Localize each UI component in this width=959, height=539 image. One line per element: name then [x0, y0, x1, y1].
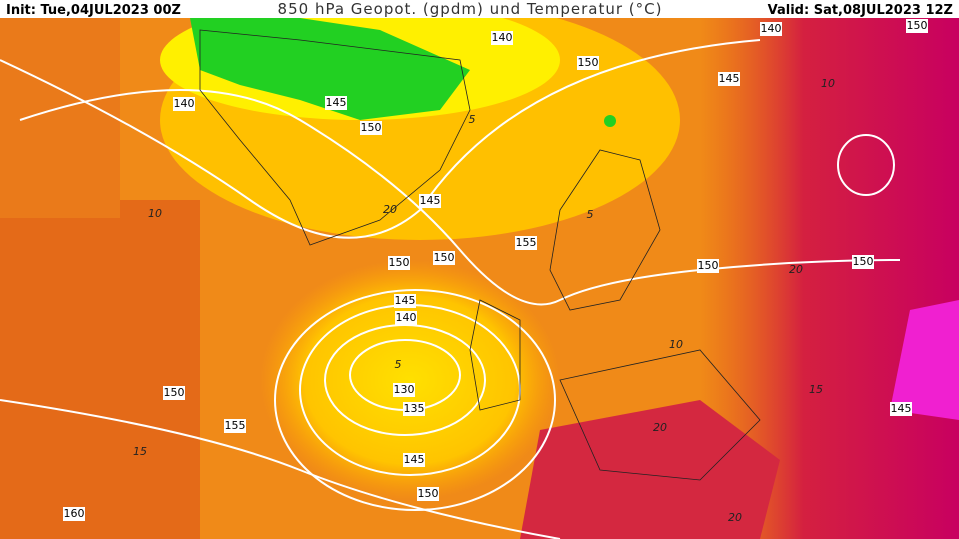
- label-box: [491, 31, 513, 45]
- geopotential-label: 150: [389, 256, 410, 269]
- geopotential-label: 160: [64, 507, 85, 520]
- geopotential-label: 140: [396, 311, 417, 324]
- geopotential-label: 155: [225, 419, 246, 432]
- label-box: [163, 386, 185, 400]
- temperature-label: 20: [383, 203, 397, 216]
- geopotential-label: 150: [434, 251, 455, 264]
- geopotential-label: 150: [853, 255, 874, 268]
- coastlines: [199, 29, 761, 481]
- geopotential-label: 155: [516, 236, 537, 249]
- temperature-label: 20: [728, 511, 742, 524]
- label-box: [388, 256, 410, 270]
- label-box: [906, 19, 928, 33]
- geopotential-label: 145: [719, 72, 740, 85]
- label-box: [515, 236, 537, 250]
- geopotential-label: 150: [418, 487, 439, 500]
- label-box: [395, 311, 417, 325]
- label-box: [403, 402, 425, 416]
- label-box: [403, 453, 425, 467]
- label-box: [224, 419, 246, 433]
- geopotential-label: 135: [404, 402, 425, 415]
- temperature-label: 10: [821, 77, 835, 90]
- temperature-label: 15: [809, 383, 823, 396]
- valid-time: Valid: Sat,08JUL2023 12Z: [768, 3, 953, 18]
- geopotential-label: 150: [164, 386, 185, 399]
- label-box: [852, 255, 874, 269]
- label-box: [760, 22, 782, 36]
- geopotential-label: 145: [395, 294, 416, 307]
- geopotential-label: 150: [578, 56, 599, 69]
- cold-low: [260, 260, 560, 500]
- map-title: 850 hPa Geopot. (gpdm) und Temperatur (°…: [278, 0, 663, 18]
- geopotential-label: 150: [698, 259, 719, 272]
- geopotential-label: 145: [404, 453, 425, 466]
- geopotential-label: 150: [361, 121, 382, 134]
- label-box: [433, 251, 455, 265]
- label-box: [393, 383, 415, 397]
- temperature-label: 5: [395, 358, 402, 371]
- temperature-label: 5: [587, 208, 594, 221]
- label-box: [63, 507, 85, 521]
- geopotential-label: 145: [326, 96, 347, 109]
- temperature-label: 10: [669, 338, 683, 351]
- label-box: [360, 121, 382, 135]
- warm-northwest: [0, 18, 120, 218]
- label-box: [890, 402, 912, 416]
- geopotential-label: 140: [761, 22, 782, 35]
- warm-west: [0, 200, 200, 539]
- label-box: [577, 56, 599, 70]
- geopotential-label: 130: [394, 383, 415, 396]
- geopotential-label: 140: [174, 97, 195, 110]
- hot-spot: [890, 300, 959, 420]
- geopotential-label: 145: [420, 194, 441, 207]
- cold-greenland: [190, 18, 470, 120]
- label-box: [394, 294, 416, 308]
- hot-south: [520, 400, 780, 539]
- label-box: [697, 259, 719, 273]
- temperature-label: 5: [469, 113, 476, 126]
- temperature-label: 20: [789, 263, 803, 276]
- geopotential-contours: [0, 39, 901, 539]
- label-box: [417, 487, 439, 501]
- temperature-label: 15: [133, 445, 147, 458]
- label-box: [419, 194, 441, 208]
- label-box: [718, 72, 740, 86]
- label-box: [325, 96, 347, 110]
- temperature-label: 20: [653, 421, 667, 434]
- cold-spot: [604, 115, 616, 127]
- geopotential-label: 145: [891, 402, 912, 415]
- geopotential-label: 150: [907, 19, 928, 32]
- init-time: Init: Tue,04JUL2023 00Z: [6, 3, 181, 18]
- header-bar: [0, 0, 959, 18]
- temperature-label: 10: [148, 207, 162, 220]
- label-box: [173, 97, 195, 111]
- geopotential-label: 140: [492, 31, 513, 44]
